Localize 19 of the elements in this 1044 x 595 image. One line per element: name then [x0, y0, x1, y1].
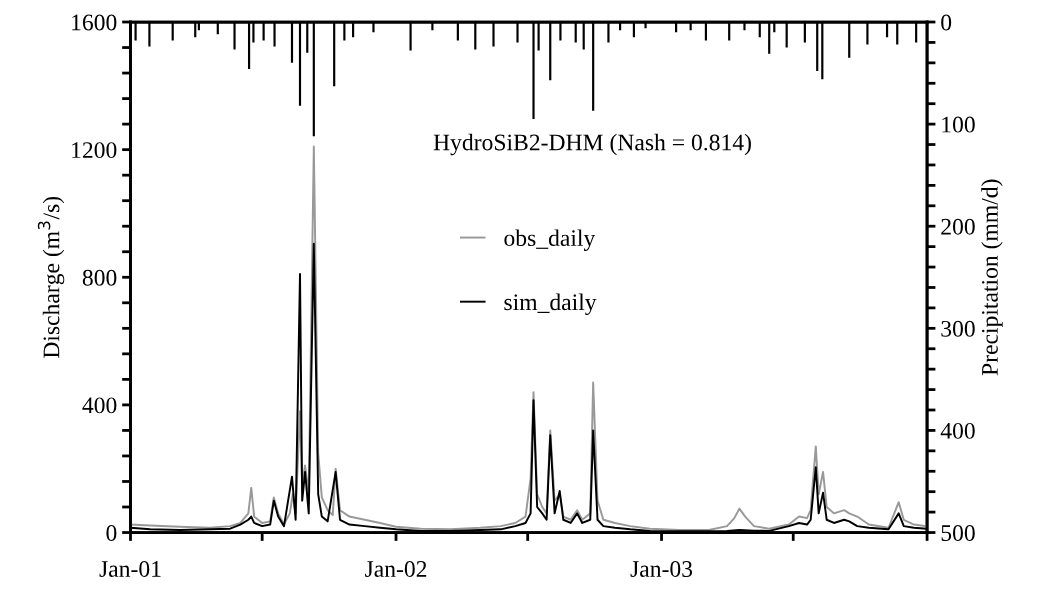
y-tick-label: 800	[82, 269, 117, 286]
annotation: HydroSiB2-DHM (Nash = 0.814)	[433, 133, 751, 156]
x-tick-label: Jan-03	[630, 560, 693, 577]
y-tick-label: 0	[106, 525, 117, 541]
y2-tick-label: 0	[941, 14, 952, 31]
y2-tick-label: 400	[940, 422, 975, 439]
y-tick-label: 400	[82, 397, 117, 414]
y-tick-label: 1200	[72, 142, 117, 159]
legend-label: sim_daily	[504, 293, 597, 316]
y-axis-title: Discharge (m$^{3}$/s)	[37, 196, 65, 359]
x-tick-label: Jan-02	[365, 560, 427, 577]
y2-tick-label: 100	[942, 116, 975, 133]
y2-tick-label: 500	[941, 525, 975, 541]
x-tick-label: Jan-01	[99, 560, 161, 577]
legend-label: obs_daily	[504, 229, 596, 251]
y2-tick-label: 300	[941, 320, 975, 337]
y2-axis-title: Precipitation (mm/d)	[981, 179, 1003, 376]
y-tick-label: 1600	[72, 14, 117, 31]
y2-tick-label: 200	[941, 218, 975, 235]
